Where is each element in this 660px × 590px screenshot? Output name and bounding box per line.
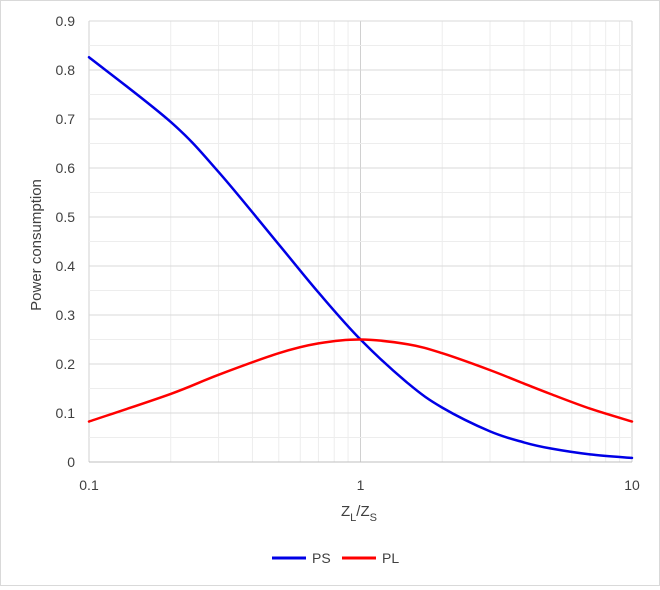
x-tick-label: 10: [624, 477, 640, 493]
grid: [88, 20, 633, 463]
x-tick-label: 0.1: [79, 477, 99, 493]
y-tick-label: 0.3: [56, 307, 76, 323]
x-axis-title-sub-s: S: [370, 512, 377, 524]
series: [87, 56, 634, 460]
legend-label-ps: PS: [312, 550, 331, 566]
y-tick-label: 0.9: [56, 13, 76, 29]
series-line-pl: [87, 338, 634, 423]
y-tick-label: 0.1: [56, 405, 76, 421]
y-tick-label: 0: [67, 454, 75, 470]
y-axis-title: Power consumption: [28, 179, 45, 311]
y-tick-label: 0.6: [56, 160, 76, 176]
legend: PS PL: [272, 550, 399, 566]
y-tick-label: 0.2: [56, 356, 76, 372]
x-tick-label: 1: [357, 477, 365, 493]
y-tick-label: 0.5: [56, 209, 76, 225]
x-axis-title-sub-l: L: [350, 512, 356, 524]
y-tick-label: 0.7: [56, 111, 76, 127]
legend-label-pl: PL: [382, 550, 399, 566]
y-tick-label: 0.8: [56, 62, 76, 78]
x-axis-title-z: Z: [341, 503, 350, 520]
y-tick-label: 0.4: [56, 258, 76, 274]
x-axis-title: ZL/ZS: [341, 503, 377, 524]
x-axis-title-z2: Z: [360, 503, 369, 520]
tick-labels: 00.10.20.30.40.50.60.70.80.90.1 1 10: [56, 13, 640, 493]
x-axis-title-slash: /: [356, 503, 361, 520]
series-line-ps: [87, 56, 634, 460]
